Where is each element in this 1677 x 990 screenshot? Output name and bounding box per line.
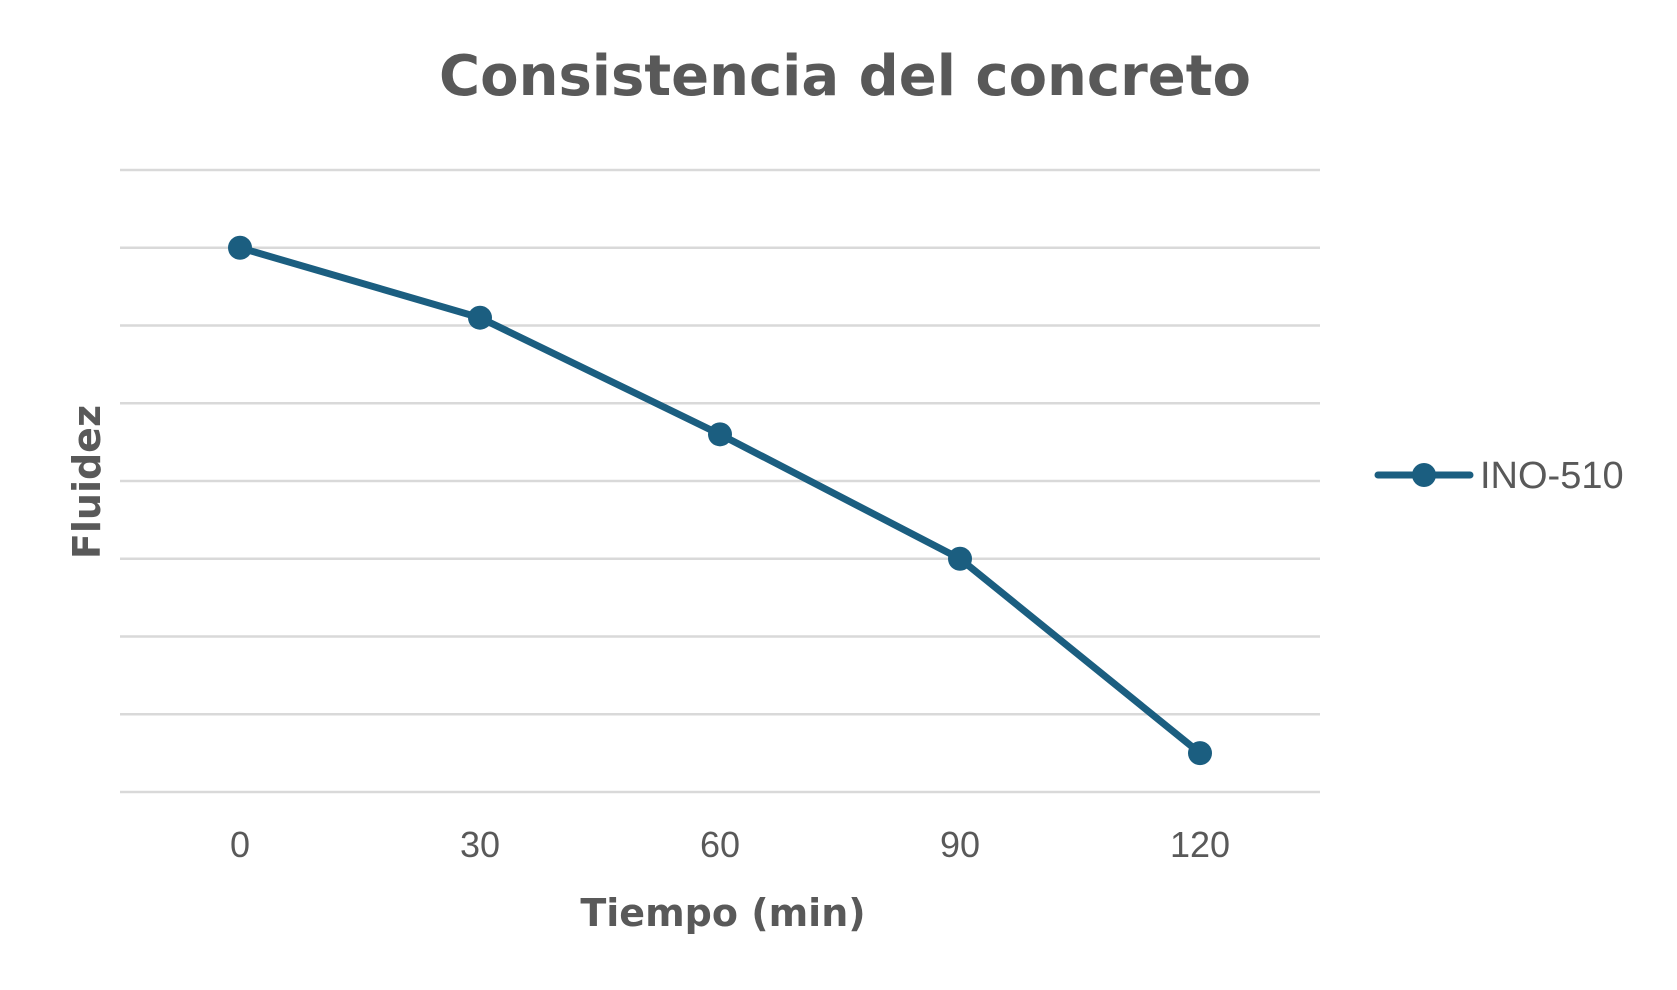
x-tick-label: 30: [460, 824, 500, 865]
data-point: [468, 305, 492, 330]
data-point: [1188, 741, 1212, 766]
x-axis-title: Tiempo (min): [580, 891, 865, 935]
series-layer: [228, 235, 1212, 766]
series-line: [236, 244, 1204, 757]
legend-label: INO-510: [1480, 455, 1624, 497]
x-tick-label: 0: [230, 824, 250, 865]
gridlines: [120, 168, 1320, 794]
x-tick-label: 90: [940, 824, 980, 865]
data-point: [228, 235, 252, 260]
x-tick-label: 60: [700, 824, 740, 865]
chart-title: Consistencia del concreto: [439, 44, 1251, 109]
y-axis-title: Fluidez: [65, 405, 109, 559]
legend: INO-510: [1374, 455, 1624, 497]
legend-marker: [1412, 463, 1436, 487]
data-point: [708, 422, 732, 447]
x-tick-label: 120: [1170, 824, 1230, 865]
x-axis-ticks: 0 30 60 90 120: [230, 824, 1230, 865]
data-point: [948, 546, 972, 571]
